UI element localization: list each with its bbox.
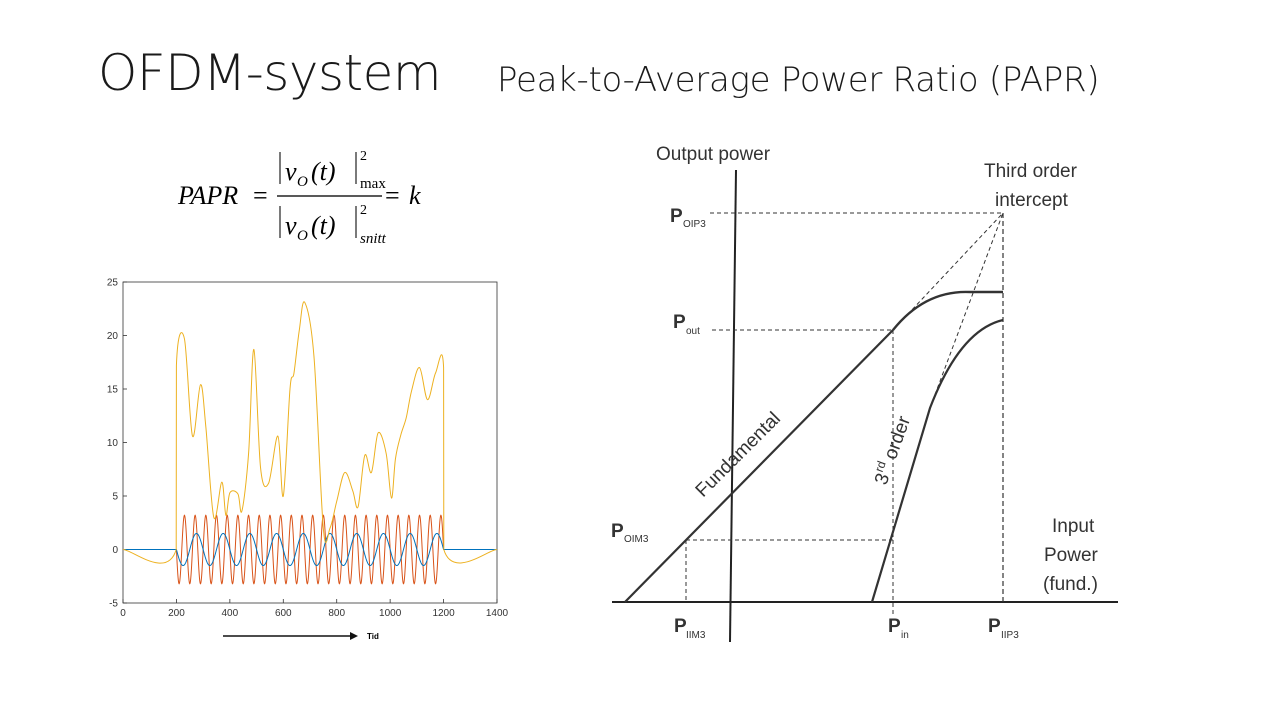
- formula-num-sub: O: [297, 174, 308, 190]
- piip3-sub: IIP3: [1001, 630, 1019, 641]
- y-axis: [729, 169, 737, 643]
- y-tick-label: 5: [112, 492, 118, 503]
- ip3-ylabel: Output power: [656, 144, 771, 165]
- formula-equals-2: =: [385, 181, 400, 210]
- y-tick-label: 20: [107, 331, 119, 342]
- papr-formula: PAPR = v O (t) 2 max v O (t) 2 snitt = k: [177, 149, 421, 247]
- formula-equals: =: [253, 181, 268, 210]
- x-tick-label: 0: [120, 608, 126, 619]
- slide-subtitle: Peak-to-Average Power Ratio (PAPR): [497, 60, 1100, 100]
- y-tick-label: 15: [107, 385, 119, 396]
- x-tick-label: 1200: [432, 608, 455, 619]
- slide-title: OFDM-system: [98, 44, 442, 102]
- intercept-label-1: Third order: [984, 161, 1078, 182]
- y-tick-label: 0: [112, 545, 118, 556]
- formula-lhs: PAPR: [177, 181, 238, 210]
- formula-den-sub: O: [297, 228, 308, 244]
- piip3-p: P: [988, 616, 1001, 637]
- label-piim3: P IIM3: [674, 616, 706, 641]
- x-tick-label: 600: [275, 608, 292, 619]
- pin-p: P: [888, 616, 901, 637]
- ip3-diagram: Output power Third order intercept Input…: [611, 144, 1118, 643]
- label-poim3: P OIM3: [611, 521, 649, 545]
- xlabel-power: Power: [1044, 545, 1099, 566]
- x-tick-label: 200: [168, 608, 185, 619]
- pout-p: P: [673, 312, 686, 333]
- pin-sub: in: [901, 630, 909, 641]
- third-order-sup: rd: [872, 459, 889, 474]
- formula-num-v: v: [285, 157, 297, 186]
- xlabel-fund: (fund.): [1043, 574, 1098, 595]
- x-axis-label: Tid: [367, 632, 379, 641]
- third-order-word: order: [880, 413, 915, 462]
- formula-den-sup: 2: [360, 203, 367, 218]
- formula-rhs: k: [409, 181, 421, 210]
- third-extrapolation: [929, 212, 1004, 409]
- label-piip3: P IIP3: [988, 616, 1019, 641]
- fundamental-extrapolation: [892, 212, 1004, 331]
- poim3-sub: OIM3: [624, 534, 649, 545]
- series-0-line: [122, 301, 498, 564]
- label-poip3: P OIP3: [670, 206, 706, 230]
- piim3-sub: IIM3: [686, 630, 706, 641]
- poip3-sub: OIP3: [683, 219, 706, 230]
- formula-den-t: (t): [311, 211, 336, 240]
- poip3-p: P: [670, 206, 683, 227]
- series-2-line: [123, 532, 497, 567]
- fundamental-line: [624, 329, 894, 603]
- formula-den-snitt: snitt: [360, 231, 387, 247]
- fundamental-compression: [892, 290, 1003, 331]
- label-pout: P out: [673, 312, 700, 337]
- formula-num-sup: 2: [360, 149, 367, 164]
- intercept-label-2: intercept: [995, 190, 1069, 211]
- xlabel-input: Input: [1052, 516, 1095, 537]
- x-tick-label: 1000: [379, 608, 402, 619]
- label-pin: P in: [888, 616, 909, 641]
- formula-num-max: max: [360, 176, 386, 192]
- piim3-p: P: [674, 616, 687, 637]
- x-tick-label: 1400: [486, 608, 509, 619]
- third-order-label: 3 rd order: [871, 413, 915, 488]
- y-tick-label: 25: [107, 278, 119, 289]
- formula-den-v: v: [285, 211, 297, 240]
- y-tick-label: -5: [109, 599, 118, 610]
- y-tick-label: 10: [107, 438, 119, 449]
- x-tick-label: 400: [222, 608, 239, 619]
- time-arrow-head: [350, 632, 358, 640]
- pout-sub: out: [686, 326, 700, 337]
- series-layer: [122, 301, 498, 585]
- formula-num-t: (t): [311, 157, 336, 186]
- x-tick-label: 800: [328, 608, 345, 619]
- poim3-p: P: [611, 521, 624, 542]
- third-order-line: [870, 318, 1004, 603]
